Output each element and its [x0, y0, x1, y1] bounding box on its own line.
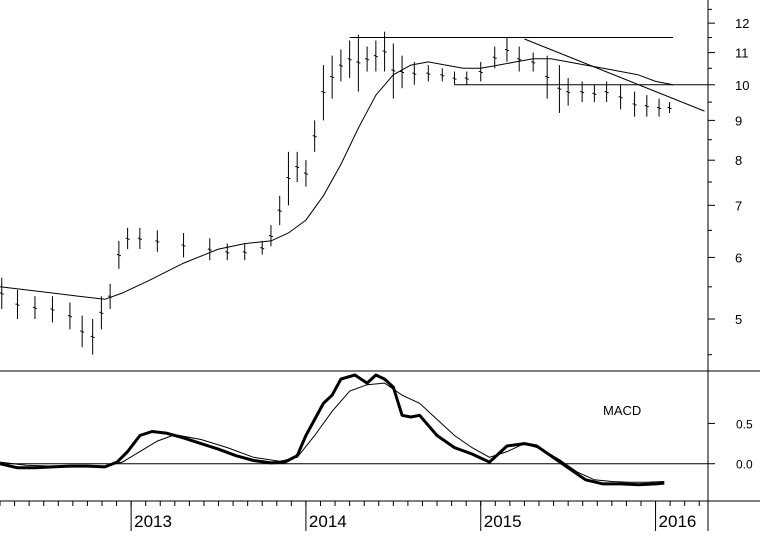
price-y-tick-label: 10 [735, 78, 749, 93]
x-axis-year-label: 2016 [659, 512, 697, 531]
trendline [524, 38, 705, 112]
moving-average-line [0, 58, 674, 300]
x-axis: 2013 2014 2015 2016 [0, 501, 700, 531]
macd-y-tick-label: 0.5 [736, 417, 753, 431]
price-y-tick-label: 12 [735, 16, 749, 31]
macd-panel: 0.0 0.5 [0, 373, 753, 487]
macd-y-tick-label: 0.0 [736, 458, 753, 472]
price-y-tick-label: 11 [735, 46, 749, 61]
macd-signal-line [0, 382, 665, 483]
price-y-tick-label: 9 [735, 113, 742, 128]
price-y-tick-label: 6 [735, 250, 742, 265]
x-axis-year-label: 2014 [309, 512, 347, 531]
macd-panel-title: MACD [603, 403, 641, 418]
x-axis-year-label: 2015 [484, 512, 522, 531]
price-y-tick-label: 7 [735, 198, 742, 213]
price-y-tick-label: 8 [735, 153, 742, 168]
price-y-tick-label: 5 [735, 312, 742, 327]
x-axis-year-label: 2013 [134, 512, 172, 531]
macd-line [0, 373, 665, 487]
